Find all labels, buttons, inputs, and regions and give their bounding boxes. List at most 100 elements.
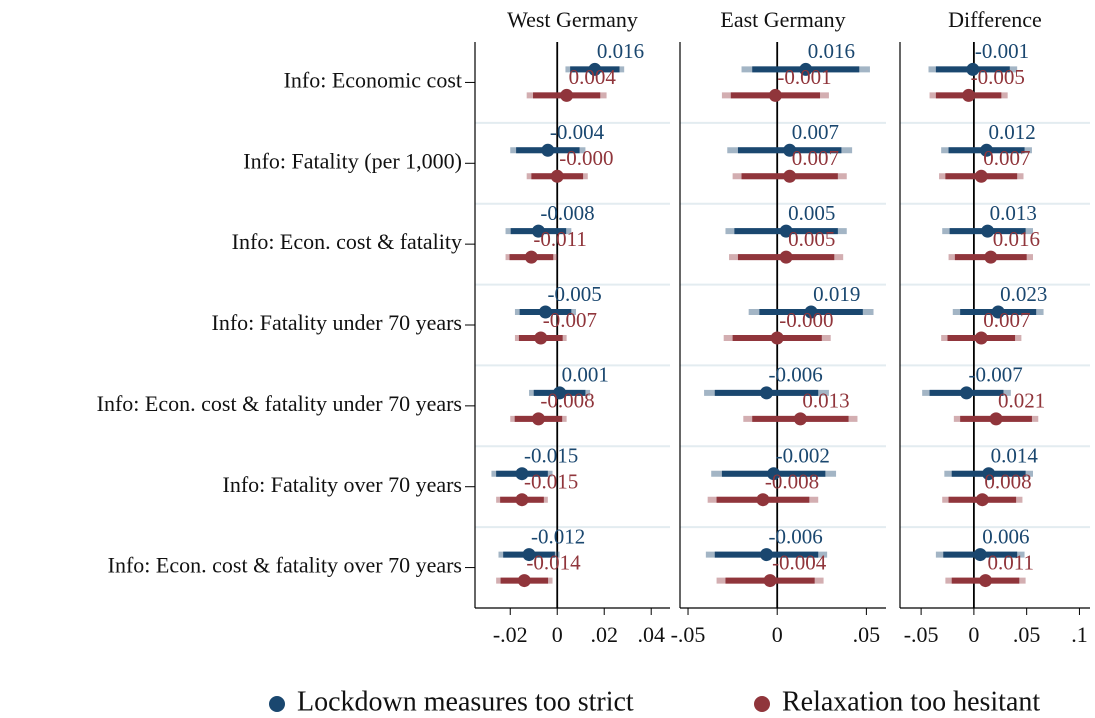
value-label: -0.004: [772, 550, 827, 574]
y-tick-label: Info: Fatality over 70 years: [223, 472, 463, 497]
point: [991, 305, 1005, 319]
point: [799, 62, 813, 76]
point: [979, 574, 992, 588]
value-label: -0.000: [559, 146, 613, 170]
point: [538, 305, 552, 319]
value-label: 0.004: [569, 65, 617, 89]
legend-marker: [754, 696, 770, 712]
point: [534, 331, 548, 345]
value-label: -0.005: [971, 65, 1025, 89]
x-tick-label: .02: [590, 622, 618, 647]
point: [768, 88, 782, 102]
value-label: 0.013: [802, 389, 849, 413]
point: [767, 467, 781, 481]
value-label: -0.006: [769, 524, 823, 548]
panel-title: East Germany: [720, 7, 845, 32]
point: [517, 574, 531, 588]
point: [553, 386, 567, 400]
x-tick-label: .04: [637, 622, 665, 647]
legend-label: Relaxation too hesitant: [782, 686, 1040, 717]
value-label: 0.011: [988, 550, 1034, 574]
y-tick-label: Info: Econ. cost & fatality over 70 year…: [108, 553, 462, 578]
value-label: 0.012: [989, 120, 1036, 144]
value-label: -0.008: [765, 470, 819, 494]
x-tick-label: 0: [772, 622, 783, 647]
value-label: 0.016: [808, 39, 855, 63]
y-tick-label: Info: Econ. cost & fatality: [232, 229, 462, 254]
value-label: 0.014: [991, 444, 1039, 468]
point: [982, 467, 996, 481]
value-label: -0.001: [777, 65, 831, 89]
panel-title: Difference: [948, 7, 1042, 32]
value-label: 0.007: [983, 308, 1030, 332]
value-label: -0.008: [540, 389, 594, 413]
point: [783, 169, 797, 183]
point: [962, 88, 976, 102]
value-label: 0.005: [788, 227, 835, 251]
point: [531, 224, 545, 238]
value-label: 0.007: [792, 146, 839, 170]
point: [760, 386, 774, 400]
value-label: -0.011: [533, 227, 586, 251]
value-label: 0.023: [1000, 282, 1047, 306]
point: [515, 493, 529, 507]
point: [756, 493, 770, 507]
point: [760, 548, 774, 562]
value-label: 0.007: [792, 120, 839, 144]
value-label: 0.016: [597, 39, 644, 63]
legend-label: Lockdown measures too strict: [297, 686, 634, 717]
point: [980, 143, 994, 157]
value-label: -0.001: [975, 39, 1029, 63]
x-tick-label: .1: [1071, 622, 1088, 647]
point: [974, 331, 988, 345]
value-label: -0.005: [547, 282, 601, 306]
value-label: -0.015: [524, 444, 578, 468]
point: [770, 331, 784, 345]
value-label: -0.007: [969, 363, 1023, 387]
value-label: -0.014: [526, 550, 581, 574]
point: [515, 467, 529, 481]
value-label: 0.016: [993, 227, 1040, 251]
value-label: -0.000: [779, 308, 833, 332]
value-label: -0.008: [540, 201, 594, 225]
point: [974, 169, 988, 183]
point: [541, 143, 555, 157]
point: [804, 305, 818, 319]
point: [973, 548, 987, 562]
value-label: -0.004: [550, 120, 605, 144]
x-tick-label: 0: [552, 622, 563, 647]
x-tick-label: 0: [968, 622, 979, 647]
value-label: -0.002: [776, 444, 830, 468]
y-tick-label: Info: Fatality (per 1,000): [243, 148, 462, 173]
point: [550, 169, 564, 183]
point: [588, 62, 602, 76]
value-label: 0.001: [562, 363, 609, 387]
y-tick-label: Info: Econ. cost & fatality under 70 yea…: [97, 391, 462, 416]
point: [960, 386, 973, 400]
y-tick-label: Info: Fatality under 70 years: [212, 310, 463, 335]
value-label: -0.012: [531, 524, 585, 548]
value-label: 0.019: [813, 282, 860, 306]
value-label: -0.007: [543, 308, 597, 332]
x-tick-label: .05: [1013, 622, 1041, 647]
point: [975, 493, 989, 507]
value-label: 0.007: [983, 146, 1030, 170]
point: [560, 88, 574, 102]
panel-title: West Germany: [507, 7, 638, 32]
x-tick-label: .05: [853, 622, 881, 647]
point: [984, 250, 998, 264]
value-label: -0.015: [524, 470, 578, 494]
y-tick-label: Info: Economic cost: [284, 67, 462, 92]
value-label: -0.006: [769, 363, 823, 387]
legend-marker: [269, 696, 285, 712]
x-tick-label: -.05: [671, 622, 706, 647]
point: [531, 412, 545, 426]
point: [783, 143, 797, 157]
value-label: 0.008: [984, 470, 1031, 494]
point: [779, 250, 793, 264]
point: [793, 412, 807, 426]
point: [524, 250, 538, 264]
value-label: 0.006: [982, 524, 1029, 548]
point: [981, 224, 995, 238]
point: [522, 548, 536, 562]
